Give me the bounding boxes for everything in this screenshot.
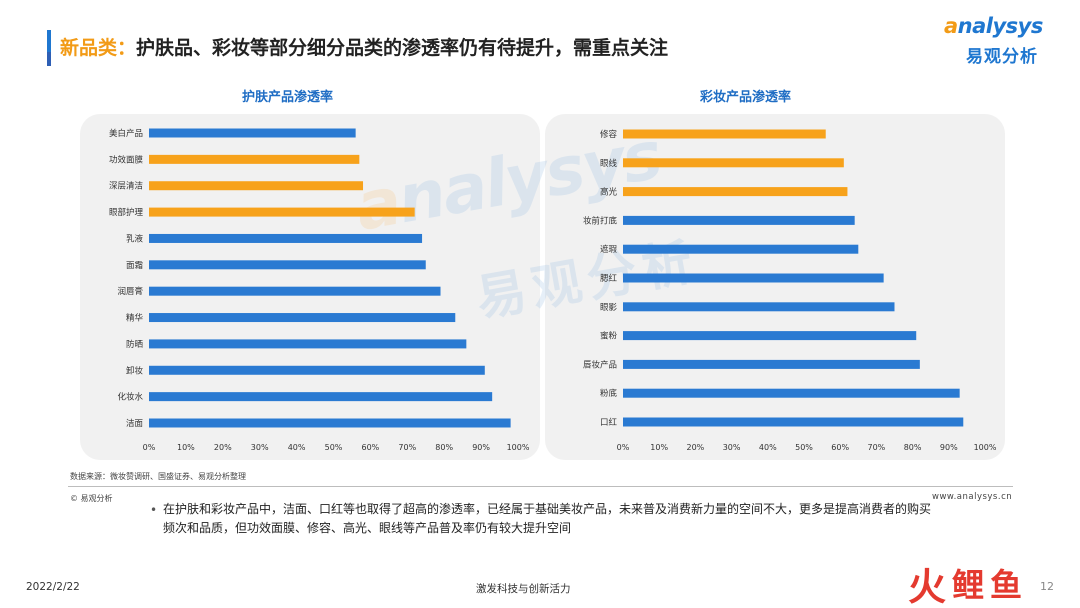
note-bullet: •: [150, 503, 158, 517]
footer-date: 2022/2/22: [26, 581, 80, 593]
page-title-rest: 护肤品、彩妆等部分细分品类的渗透率仍有待提升，需重点关注: [136, 37, 669, 59]
website-link[interactable]: www.analysys.cn: [932, 492, 1013, 502]
page-title-highlight: 新品类：: [60, 37, 137, 59]
title-accent-bar-lower: [47, 52, 51, 66]
footer-slogan: 激发科技与创新活力: [476, 583, 571, 595]
data-source: 数据来源：微妆赞调研、国盛证券、易观分析整理: [70, 472, 246, 481]
copyright: © 易观分析: [70, 494, 113, 503]
footer-divider: [68, 486, 1013, 487]
makeup-chart-title: 彩妆产品渗透率: [700, 90, 792, 105]
page-title: 新品类：护肤品、彩妆等部分细分品类的渗透率仍有待提升，需重点关注: [60, 33, 668, 60]
page-number: 12: [1040, 580, 1054, 593]
skincare-chart-title: 护肤产品渗透率: [242, 90, 334, 105]
conclusion-note: 在护肤和彩妆产品中，洁面、口红等也取得了超高的渗透率，已经属于基础美妆产品，未来…: [163, 502, 932, 535]
brand-watermark: 火鲤鱼: [908, 565, 1023, 608]
logo-wordmark: analysys: [944, 14, 1043, 38]
makeup-chart-panel: [545, 114, 1005, 460]
title-accent-bar: [47, 30, 51, 64]
analysys-logo: analysys 易观分析: [944, 14, 1056, 68]
logo-cn-name: 易观分析: [966, 47, 1038, 67]
skincare-chart-panel: [80, 114, 540, 460]
